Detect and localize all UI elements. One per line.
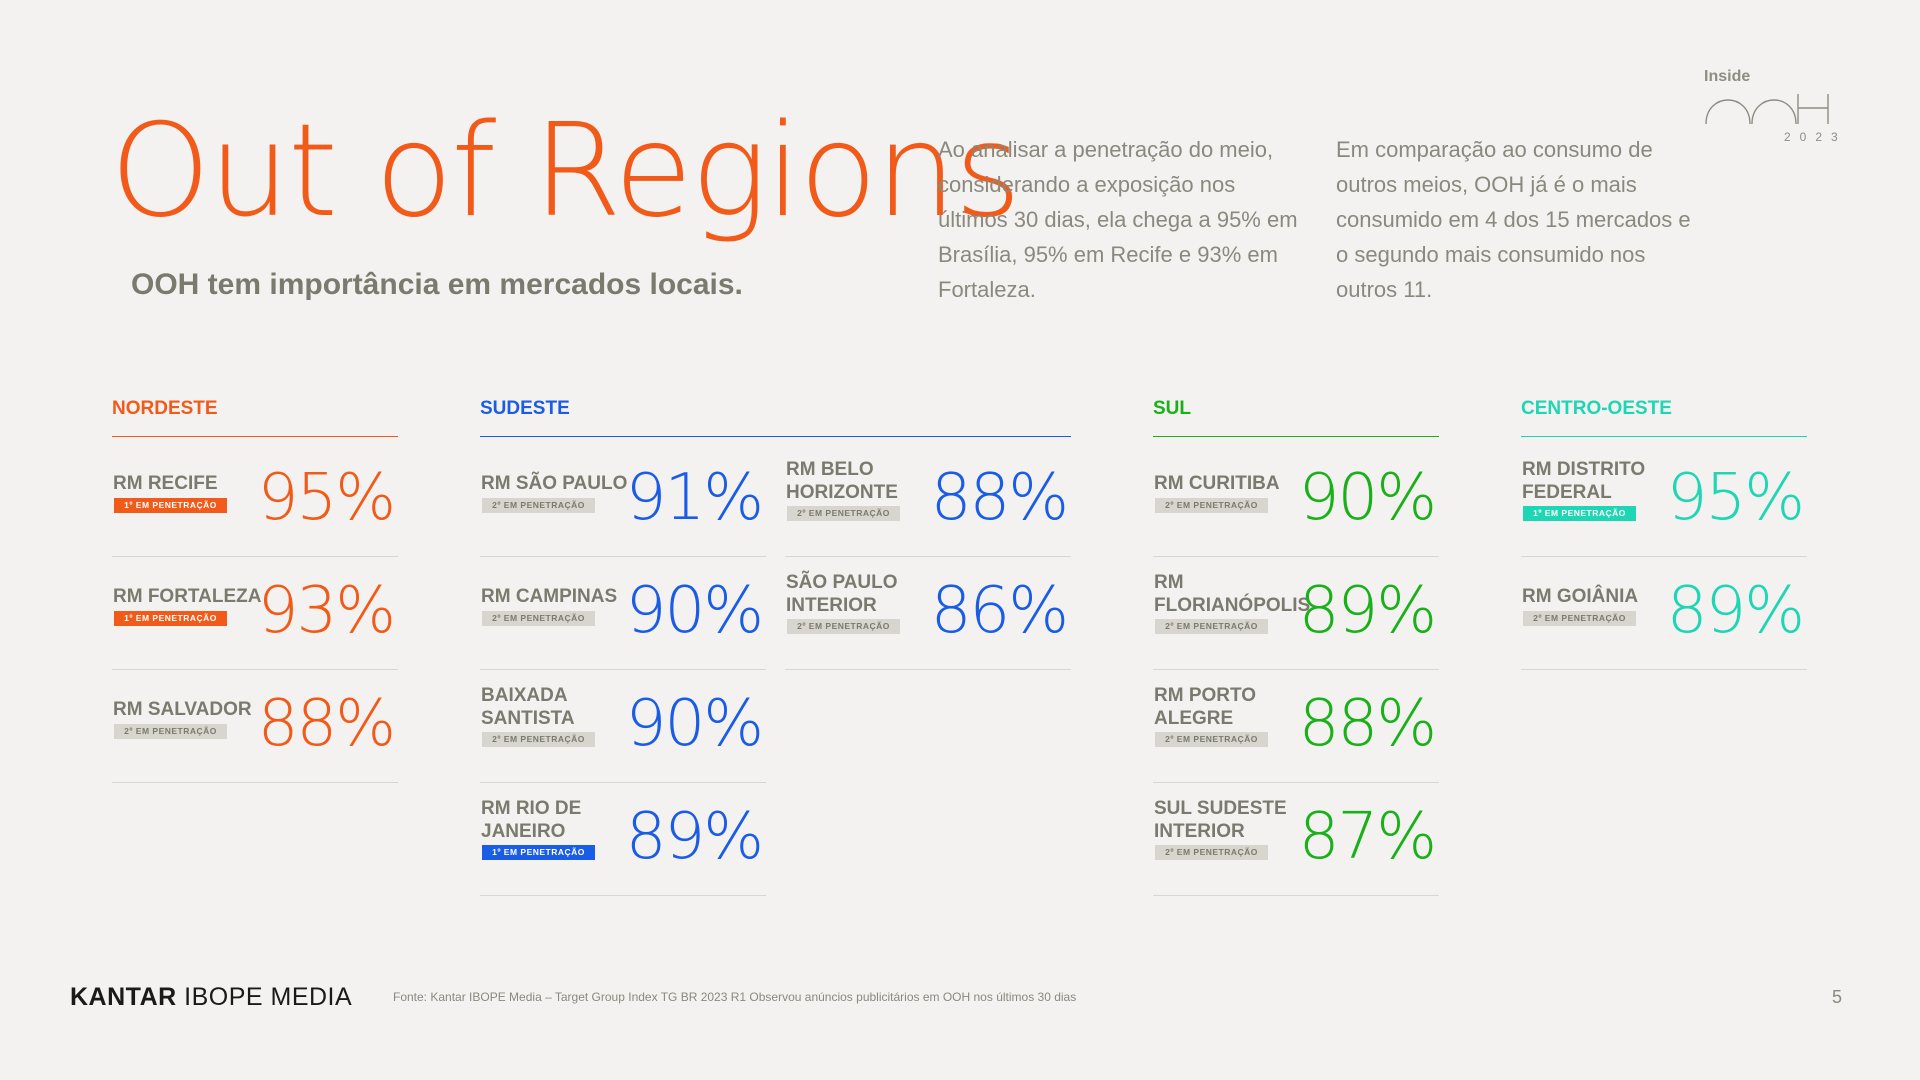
penetration-rank-badge: 2º EM PENETRAÇÃO (482, 611, 595, 626)
market-card: RM SALVADOR 2º EM PENETRAÇÃO 88% (112, 670, 398, 783)
market-card: SÃO PAULO INTERIOR 2º EM PENETRAÇÃO 86% (785, 557, 1071, 670)
penetration-rank-badge: 1º EM PENETRAÇÃO (114, 611, 227, 626)
region-title-nordeste: NORDESTE (112, 398, 218, 419)
market-card: RM RIO DE JANEIRO 1º EM PENETRAÇÃO 89% (480, 783, 766, 896)
market-name: SÃO PAULO INTERIOR (786, 572, 898, 616)
market-name: SUL SUDESTE INTERIOR (1154, 798, 1287, 842)
market-card: SUL SUDESTE INTERIOR 2º EM PENETRAÇÃO 87% (1153, 783, 1439, 896)
market-card: RM CURITIBA 2º EM PENETRAÇÃO 90% (1153, 444, 1439, 557)
kantar-ibope-logo: KANTAR IBOPE MEDIA (70, 983, 352, 1012)
page-subtitle: OOH tem importância em mercados locais. (131, 268, 743, 301)
market-name: RM FORTALEZA (113, 586, 262, 607)
penetration-rank-badge: 2º EM PENETRAÇÃO (787, 619, 900, 634)
market-name: RM CURITIBA (1154, 473, 1280, 494)
penetration-percentage: 90% (625, 574, 764, 648)
market-name: RM FLORIANÓPOLIS (1154, 572, 1311, 616)
penetration-percentage: 95% (1666, 461, 1805, 535)
inside-ooh-logo: Inside 2023 (1704, 68, 1864, 148)
market-name: RM BELO HORIZONTE (786, 459, 898, 503)
penetration-rank-badge: 1º EM PENETRAÇÃO (114, 498, 227, 513)
market-name: BAIXADA SANTISTA (481, 685, 575, 729)
penetration-rank-badge: 1º EM PENETRAÇÃO (482, 845, 595, 860)
region-title-centro-oeste: CENTRO-OESTE (1521, 398, 1672, 419)
page-title: Out of Regions (110, 108, 1021, 236)
penetration-percentage: 88% (257, 687, 396, 761)
penetration-percentage: 89% (1666, 574, 1805, 648)
penetration-rank-badge: 1º EM PENETRAÇÃO (1523, 506, 1636, 521)
penetration-percentage: 90% (625, 687, 764, 761)
page-number: 5 (1832, 987, 1843, 1007)
penetration-percentage: 86% (930, 574, 1069, 648)
intro-paragraph-1: Ao analisar a penetração do meio, consid… (938, 137, 1298, 302)
market-name: RM CAMPINAS (481, 586, 618, 607)
market-card: RM SÃO PAULO 2º EM PENETRAÇÃO 91% (480, 444, 766, 557)
market-card: RM GOIÂNIA 2º EM PENETRAÇÃO 89% (1521, 557, 1807, 670)
penetration-percentage: 91% (625, 461, 764, 535)
market-card: RM PORTO ALEGRE 2º EM PENETRAÇÃO 88% (1153, 670, 1439, 783)
penetration-rank-badge: 2º EM PENETRAÇÃO (1155, 732, 1268, 747)
market-name: RM PORTO ALEGRE (1154, 685, 1257, 729)
penetration-rank-badge: 2º EM PENETRAÇÃO (482, 732, 595, 747)
region-divider-sudeste (480, 436, 1071, 437)
penetration-rank-badge: 2º EM PENETRAÇÃO (1523, 611, 1636, 626)
penetration-rank-badge: 2º EM PENETRAÇÃO (482, 498, 595, 513)
region-title-sudeste: SUDESTE (480, 398, 570, 419)
market-name: RM RIO DE JANEIRO (481, 798, 582, 842)
penetration-percentage: 95% (257, 461, 396, 535)
penetration-rank-badge: 2º EM PENETRAÇÃO (1155, 498, 1268, 513)
source-note: Fonte: Kantar IBOPE Media – Target Group… (393, 990, 1077, 1004)
market-card: BAIXADA SANTISTA 2º EM PENETRAÇÃO 90% (480, 670, 766, 783)
region-title-sul: SUL (1153, 398, 1191, 419)
logo-year: 2023 (1784, 130, 1847, 144)
market-name: RM GOIÂNIA (1522, 586, 1639, 607)
logo-word: Inside (1704, 68, 1751, 85)
market-name: RM DISTRITO FEDERAL (1522, 459, 1646, 503)
penetration-rank-badge: 2º EM PENETRAÇÃO (114, 724, 227, 739)
market-card: RM BELO HORIZONTE 2º EM PENETRAÇÃO 88% (785, 444, 1071, 557)
penetration-percentage: 89% (625, 800, 764, 874)
intro-paragraph-2: Em comparação ao consumo de outros meios… (1336, 137, 1691, 302)
penetration-percentage: 87% (1298, 800, 1437, 874)
market-name: RM SALVADOR (113, 699, 252, 720)
ooh-mark-icon (1705, 94, 1829, 125)
market-name: RM SÃO PAULO (481, 473, 628, 494)
penetration-rank-badge: 2º EM PENETRAÇÃO (1155, 619, 1268, 634)
brand-rest: IBOPE MEDIA (184, 983, 353, 1011)
penetration-percentage: 93% (257, 574, 396, 648)
region-divider-centro-oeste (1521, 436, 1807, 437)
penetration-percentage: 88% (930, 461, 1069, 535)
brand-bold: KANTAR (70, 983, 177, 1011)
penetration-rank-badge: 2º EM PENETRAÇÃO (787, 506, 900, 521)
penetration-percentage: 88% (1298, 687, 1437, 761)
penetration-percentage: 90% (1298, 461, 1437, 535)
market-card: RM CAMPINAS 2º EM PENETRAÇÃO 90% (480, 557, 766, 670)
market-card: RM FORTALEZA 1º EM PENETRAÇÃO 93% (112, 557, 398, 670)
market-card: RM DISTRITO FEDERAL 1º EM PENETRAÇÃO 95% (1521, 444, 1807, 557)
penetration-percentage: 89% (1298, 574, 1437, 648)
penetration-rank-badge: 2º EM PENETRAÇÃO (1155, 845, 1268, 860)
page-title-text: Out of Regions (110, 97, 1021, 246)
market-card: RM RECIFE 1º EM PENETRAÇÃO 95% (112, 444, 398, 557)
region-divider-sul (1153, 436, 1439, 437)
market-card: RM FLORIANÓPOLIS 2º EM PENETRAÇÃO 89% (1153, 557, 1439, 670)
market-name: RM RECIFE (113, 473, 218, 494)
region-divider-nordeste (112, 436, 398, 437)
